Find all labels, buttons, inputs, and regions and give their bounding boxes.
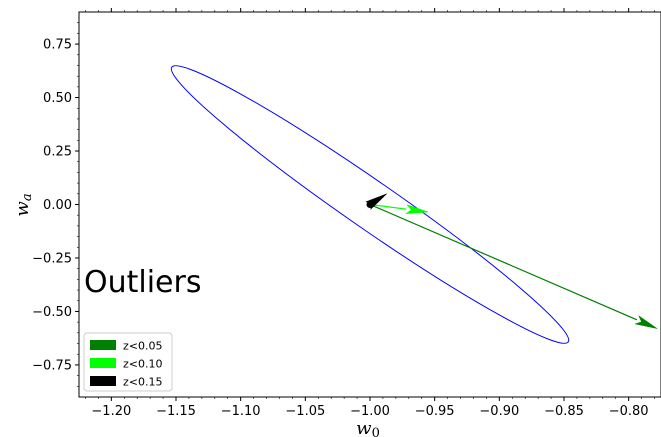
x-tick-label: −1.10 xyxy=(221,404,261,419)
x-tick-label: −0.80 xyxy=(609,404,649,419)
y-tick-label: −0.75 xyxy=(32,358,72,373)
x-tick-label: −0.90 xyxy=(479,404,519,419)
legend-label: z<0.15 xyxy=(123,376,162,389)
x-axis-label: w0 xyxy=(356,418,380,437)
legend-swatch xyxy=(90,358,116,368)
x-tick-label: −1.00 xyxy=(350,404,390,419)
x-tick-label: −1.20 xyxy=(91,404,131,419)
legend-swatch xyxy=(90,340,116,350)
outliers-annotation: Outliers xyxy=(84,265,201,300)
confidence-ellipse xyxy=(170,65,570,344)
x-tick-label: −0.85 xyxy=(544,404,584,419)
y-tick-label: 0.75 xyxy=(43,38,72,53)
x-tick-label: −0.95 xyxy=(415,404,455,419)
y-tick-label: 0.25 xyxy=(43,145,72,160)
arrow-head-1 xyxy=(634,314,658,329)
y-tick-label: −0.25 xyxy=(32,251,72,266)
plot-area xyxy=(170,65,658,344)
arrow-head-2 xyxy=(404,204,429,214)
arrow-shaft-2 xyxy=(369,203,407,210)
x-tick-label: −1.15 xyxy=(156,404,196,419)
legend: z<0.05 z<0.10 z<0.15 xyxy=(83,332,173,392)
y-axis-label: wa xyxy=(12,193,35,216)
y-tick-label: 0.50 xyxy=(43,91,72,106)
axes: −1.20 −1.15 −1.10 −1.05 −1.00 −0.95 −0.90 −0.85… xyxy=(12,8,661,437)
arrow-shaft-1 xyxy=(369,203,638,321)
legend-label: z<0.05 xyxy=(123,340,162,353)
y-tick-label: 0.00 xyxy=(43,198,72,213)
y-tick-label: −0.50 xyxy=(32,305,72,320)
legend-swatch xyxy=(90,376,116,386)
center-point xyxy=(366,201,374,208)
x-tick-label: −1.05 xyxy=(285,404,325,419)
legend-label: z<0.10 xyxy=(123,358,162,371)
